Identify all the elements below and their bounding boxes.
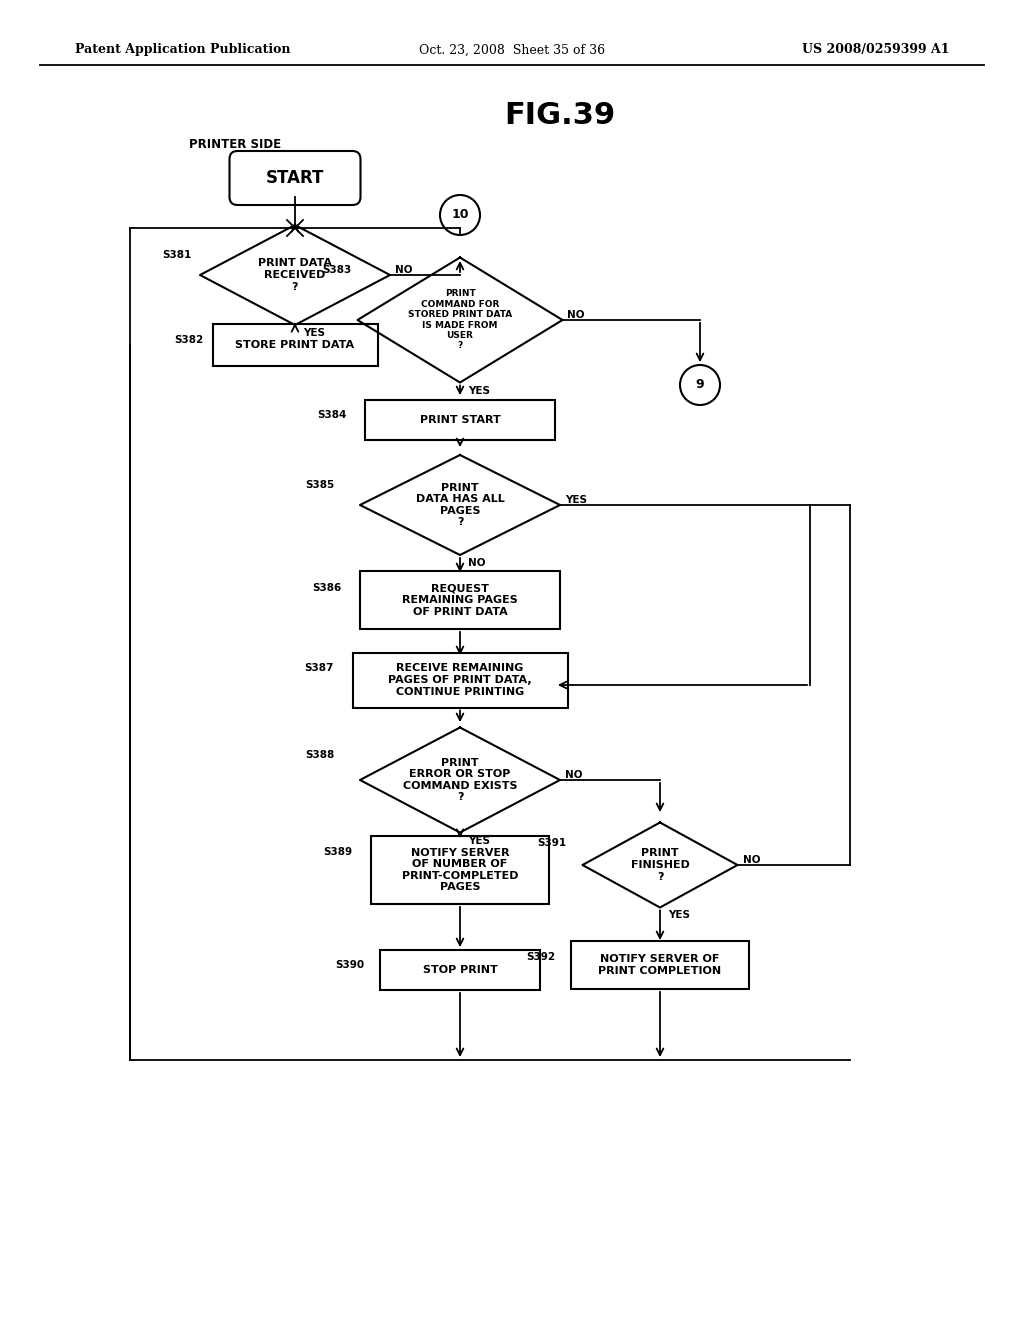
Text: S392: S392: [526, 952, 555, 962]
Circle shape: [440, 195, 480, 235]
Bar: [360, 572, 560, 630]
Bar: [380, 950, 540, 990]
Text: YES: YES: [565, 495, 587, 506]
Text: S389: S389: [323, 847, 352, 857]
Text: YES: YES: [468, 836, 490, 846]
Text: YES: YES: [303, 327, 325, 338]
Text: S383: S383: [323, 265, 352, 275]
Bar: [365, 400, 555, 440]
Text: STOP PRINT: STOP PRINT: [423, 965, 498, 975]
Text: NO: NO: [742, 855, 760, 865]
Text: PRINT
FINISHED
?: PRINT FINISHED ?: [631, 849, 689, 882]
Text: PRINT
COMMAND FOR
STORED PRINT DATA
IS MADE FROM
USER
?: PRINT COMMAND FOR STORED PRINT DATA IS M…: [408, 289, 512, 351]
Text: REQUEST
REMAINING PAGES
OF PRINT DATA: REQUEST REMAINING PAGES OF PRINT DATA: [402, 583, 518, 616]
Text: PRINT
DATA HAS ALL
PAGES
?: PRINT DATA HAS ALL PAGES ?: [416, 483, 505, 528]
Text: PRINT START: PRINT START: [420, 414, 501, 425]
Text: S390: S390: [335, 960, 365, 970]
Text: PRINT
ERROR OR STOP
COMMAND EXISTS
?: PRINT ERROR OR STOP COMMAND EXISTS ?: [402, 758, 517, 803]
Text: RECEIVE REMAINING
PAGES OF PRINT DATA,
CONTINUE PRINTING: RECEIVE REMAINING PAGES OF PRINT DATA, C…: [388, 664, 531, 697]
Bar: [571, 941, 749, 989]
Text: STORE PRINT DATA: STORE PRINT DATA: [236, 341, 354, 350]
Text: NOTIFY SERVER OF
PRINT COMPLETION: NOTIFY SERVER OF PRINT COMPLETION: [598, 954, 722, 975]
Text: S387: S387: [304, 663, 334, 673]
Text: PRINT DATA
RECEIVED
?: PRINT DATA RECEIVED ?: [258, 259, 332, 292]
FancyBboxPatch shape: [229, 150, 360, 205]
Text: START: START: [266, 169, 325, 187]
Text: S385: S385: [305, 480, 334, 490]
Text: S381: S381: [162, 249, 191, 260]
Circle shape: [680, 366, 720, 405]
Bar: [352, 652, 567, 708]
Text: US 2008/0259399 A1: US 2008/0259399 A1: [803, 44, 950, 57]
Text: NO: NO: [395, 265, 413, 275]
Text: YES: YES: [668, 911, 690, 920]
Text: S391: S391: [538, 838, 566, 847]
Text: Patent Application Publication: Patent Application Publication: [75, 44, 291, 57]
Text: NOTIFY SERVER
OF NUMBER OF
PRINT-COMPLETED
PAGES: NOTIFY SERVER OF NUMBER OF PRINT-COMPLET…: [401, 847, 518, 892]
Text: S384: S384: [317, 411, 346, 420]
Bar: [371, 836, 549, 904]
Text: PRINTER SIDE: PRINTER SIDE: [189, 139, 281, 152]
Text: NO: NO: [567, 310, 585, 319]
Text: S382: S382: [174, 335, 204, 345]
Bar: [213, 323, 378, 366]
Text: NO: NO: [565, 770, 583, 780]
Text: Oct. 23, 2008  Sheet 35 of 36: Oct. 23, 2008 Sheet 35 of 36: [419, 44, 605, 57]
Text: S388: S388: [305, 750, 334, 760]
Text: FIG.39: FIG.39: [505, 100, 615, 129]
Text: 9: 9: [695, 379, 705, 392]
Text: 10: 10: [452, 209, 469, 222]
Text: S386: S386: [312, 583, 341, 593]
Text: NO: NO: [468, 558, 485, 568]
Text: YES: YES: [468, 385, 490, 396]
